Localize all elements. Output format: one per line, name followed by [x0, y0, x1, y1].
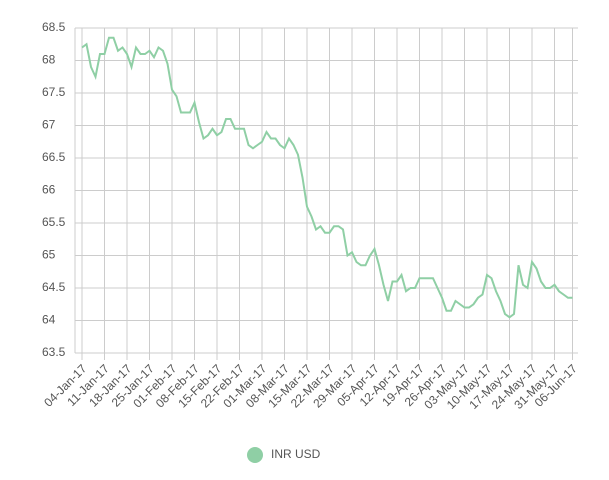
y-tick-label: 66.5 [42, 150, 66, 164]
y-tick-label: 68 [42, 53, 56, 67]
y-tick-label: 66 [42, 183, 56, 197]
y-tick-label: 67 [42, 118, 56, 132]
y-tick-label: 67.5 [42, 85, 66, 99]
legend-label: INR USD [271, 447, 321, 461]
y-tick-label: 68.5 [42, 20, 66, 34]
y-tick-label: 63.5 [42, 345, 66, 359]
line [81, 36, 573, 319]
y-tick-label: 64 [42, 313, 56, 327]
legend-marker [247, 447, 263, 463]
y-tick-label: 65 [42, 248, 56, 262]
y-tick-label: 64.5 [42, 280, 66, 294]
y-tick-label: 65.5 [42, 215, 66, 229]
